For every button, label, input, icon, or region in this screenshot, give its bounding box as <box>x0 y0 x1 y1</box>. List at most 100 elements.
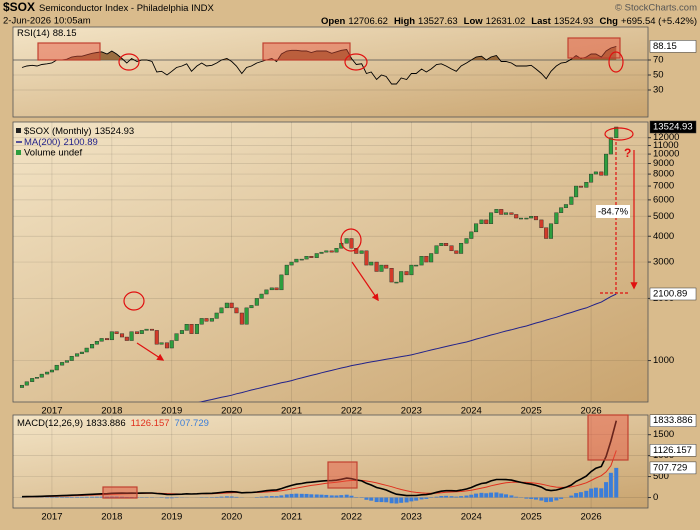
legend-value: 2100.89 <box>63 137 97 148</box>
histogram-bar <box>319 494 324 498</box>
symbol-name: Semiconductor Index - Philadelphia INDX <box>39 3 214 14</box>
candle <box>19 384 24 388</box>
x-tick-label: 2021 <box>281 406 302 417</box>
candle <box>219 307 224 314</box>
circle <box>344 53 368 71</box>
candle <box>45 371 50 375</box>
value-tag: 2100.89 <box>653 289 687 300</box>
histogram-bar <box>394 497 399 504</box>
legend: $SOX (Monthly) 13524.93 <box>24 126 134 137</box>
date: 2-Jun-2026 10:05am <box>3 16 91 27</box>
histogram-bar <box>164 497 169 499</box>
candle <box>584 182 589 188</box>
legend-name: MA(200) <box>24 137 60 148</box>
x-tick-label: 2026 <box>581 512 602 523</box>
value-tag: 1833.886 <box>653 415 693 426</box>
histogram-bar <box>349 495 354 498</box>
histogram-bar <box>414 497 419 501</box>
histogram-bar <box>60 497 65 498</box>
histogram-bar <box>224 496 229 498</box>
y-tick-label: 3000 <box>653 257 674 268</box>
candle <box>279 274 284 291</box>
value-tag-box <box>649 40 697 53</box>
candle <box>94 341 99 345</box>
candle <box>229 302 234 309</box>
histogram-bar <box>504 494 509 498</box>
histogram-bar <box>474 493 479 498</box>
y-tick-label: 30 <box>653 85 664 96</box>
candle <box>369 261 374 266</box>
legend-swatch <box>16 128 21 133</box>
macd-line <box>21 420 618 498</box>
candle <box>49 369 54 373</box>
candle <box>364 250 369 266</box>
histogram-bar <box>464 495 469 498</box>
candle <box>135 331 140 334</box>
quote-value: +695.54 (+5.42%) <box>621 16 697 27</box>
candle <box>459 243 464 254</box>
panel <box>12 121 649 403</box>
candle <box>614 126 619 138</box>
x-tick-label: 2023 <box>401 512 422 523</box>
candle <box>75 353 80 357</box>
candle <box>204 318 209 322</box>
histogram-bar <box>334 495 339 498</box>
candle <box>444 243 449 246</box>
candle <box>324 250 329 253</box>
histogram-bar <box>114 496 119 498</box>
circle <box>118 53 140 71</box>
candle <box>514 214 519 219</box>
legend-name: RSI(14) <box>17 28 50 39</box>
circle <box>604 127 634 141</box>
histogram-bar <box>589 488 594 498</box>
histogram-bar <box>569 495 574 498</box>
candle <box>154 330 159 345</box>
histogram-bar <box>234 496 239 498</box>
candle <box>484 219 489 224</box>
histogram-bar <box>284 494 289 498</box>
candle <box>189 324 194 334</box>
histogram-bar <box>109 496 114 498</box>
histogram-bar <box>409 497 414 502</box>
histogram-bar <box>314 494 319 498</box>
value-tag-box <box>649 287 697 301</box>
histogram-bar <box>264 496 269 498</box>
y-tick-label: 5000 <box>653 211 674 222</box>
candle <box>239 312 244 325</box>
candle <box>439 243 444 246</box>
histogram-bar <box>69 496 74 498</box>
candle <box>539 219 544 228</box>
histogram-bar <box>494 492 499 498</box>
candle <box>394 281 399 284</box>
annotations <box>37 37 638 499</box>
y-tick-label: 10000 <box>653 149 679 160</box>
highlight <box>567 37 621 59</box>
candle <box>504 212 509 215</box>
candle <box>39 373 44 378</box>
value-tag: 13524.93 <box>653 122 693 133</box>
candle <box>24 381 29 386</box>
candle <box>464 238 469 244</box>
quote-label: Low <box>464 16 484 27</box>
histogram-bar <box>434 496 439 498</box>
candle <box>120 333 125 338</box>
legend-name: $SOX (Monthly) <box>24 126 92 137</box>
histogram-bar <box>389 497 394 504</box>
candle <box>334 248 339 253</box>
candle <box>64 360 69 363</box>
histogram-bar <box>449 496 454 498</box>
candle <box>409 264 414 276</box>
histogram-bar <box>439 496 444 498</box>
histogram-bar <box>559 497 564 499</box>
x-tick-label: 2022 <box>341 406 362 417</box>
candle <box>554 212 559 224</box>
candle <box>99 338 104 342</box>
histogram-bar <box>329 495 334 498</box>
panels: 305070RSI(14)88.1588.1510002000300040005… <box>12 26 697 523</box>
overbought-fill <box>21 46 617 60</box>
circle <box>608 51 624 73</box>
x-tick-label: 2025 <box>521 406 542 417</box>
candle <box>274 287 279 291</box>
histogram-bar <box>614 467 619 498</box>
